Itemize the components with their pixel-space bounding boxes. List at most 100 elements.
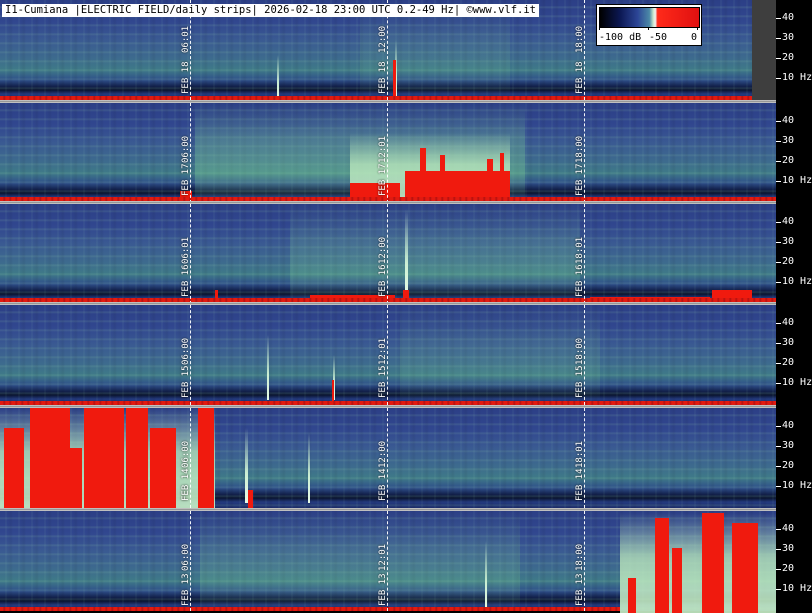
strip-feb15: FEB 15 06:00 FEB 15 12:01 FEB 15 18:00 4… xyxy=(0,305,812,405)
marker-time-label: 06:01 xyxy=(181,25,191,53)
frequency-axis: 40 30 20 10 Hz xyxy=(776,305,812,405)
axis-label: 40 xyxy=(782,216,795,227)
marker-time-label: 12:01 xyxy=(378,135,388,163)
spike xyxy=(308,433,310,503)
strip-feb16: FEB 16 06:01 FEB 16 12:00 FEB 16 18:01 4… xyxy=(0,204,812,304)
activity-burst-red xyxy=(150,428,176,508)
marker-date-label: FEB 15 xyxy=(575,365,585,398)
activity-burst-red xyxy=(126,408,148,508)
axis-label: 10 Hz xyxy=(782,583,812,594)
time-marker-06 xyxy=(190,511,191,611)
marker-date-label: FEB 18 xyxy=(575,61,585,94)
legend-max-label: 0 xyxy=(691,32,698,43)
marker-time-label: 18:00 xyxy=(575,135,585,163)
strip-separator xyxy=(0,100,776,103)
activity-burst-red xyxy=(84,408,124,508)
activity-burst-red xyxy=(440,155,445,203)
axis-label: 10 Hz xyxy=(782,377,812,388)
activity-burst-red xyxy=(70,448,82,508)
activity-burst-red xyxy=(420,148,426,203)
marker-date-label: FEB 16 xyxy=(181,264,191,297)
axis-label: 20 xyxy=(782,460,795,471)
marker-time-label: 06:01 xyxy=(181,236,191,264)
marker-date-label: FEB 17 xyxy=(378,163,388,196)
time-marker-12 xyxy=(387,0,388,100)
color-scale-bar xyxy=(599,7,700,28)
activity-burst-red xyxy=(702,513,724,613)
time-marker-18 xyxy=(584,0,585,100)
time-texture xyxy=(0,305,776,405)
marker-date-label: FEB 14 xyxy=(181,468,191,501)
activity-burst-red xyxy=(30,408,70,508)
marker-time-label: 12:00 xyxy=(378,440,388,468)
axis-label: 20 xyxy=(782,256,795,267)
time-marker-12 xyxy=(387,408,388,508)
strip-feb17: FEB 17 06:00 FEB 17 12:01 FEB 17 18:00 4… xyxy=(0,103,812,203)
activity-glow xyxy=(290,204,580,304)
marker-date-label: FEB 15 xyxy=(378,365,388,398)
marker-date-label: FEB 17 xyxy=(181,163,191,196)
time-marker-06 xyxy=(190,408,191,508)
low-frequency-band xyxy=(0,607,620,611)
marker-time-label: 06:00 xyxy=(181,135,191,163)
axis-label: 10 Hz xyxy=(782,480,812,491)
spectrogram-feb16 xyxy=(0,204,776,304)
spike xyxy=(485,541,487,611)
time-marker-12 xyxy=(387,305,388,405)
activity-burst-red xyxy=(672,548,682,613)
spike xyxy=(267,335,269,400)
marker-time-label: 18:01 xyxy=(575,440,585,468)
axis-label: 40 xyxy=(782,523,795,534)
low-frequency-band xyxy=(0,401,776,405)
marker-time-label: 12:01 xyxy=(378,543,388,571)
axis-label: 40 xyxy=(782,115,795,126)
marker-time-label: 18:00 xyxy=(575,337,585,365)
axis-label: 30 xyxy=(782,543,795,554)
frequency-bands xyxy=(0,204,776,304)
future-gap xyxy=(752,0,776,100)
red-spike xyxy=(393,60,396,100)
spike xyxy=(405,209,408,299)
spike xyxy=(333,355,335,400)
axis-label: 30 xyxy=(782,236,795,247)
frequency-axis: 40 30 20 10 Hz xyxy=(776,204,812,304)
spike xyxy=(395,40,397,100)
strip-feb14: FEB 14 06:00 FEB 14 12:00 FEB 14 18:01 4… xyxy=(0,408,812,508)
activity-burst-red xyxy=(215,290,218,304)
marker-date-label: FEB 17 xyxy=(575,163,585,196)
frequency-axis: 40 30 20 10 Hz xyxy=(776,0,812,100)
marker-date-label: FEB 15 xyxy=(181,365,191,398)
marker-date-label: FEB 14 xyxy=(575,468,585,501)
marker-date-label: FEB 13 xyxy=(181,573,191,606)
activity-burst-red xyxy=(403,290,409,304)
activity-burst-red xyxy=(655,518,669,613)
marker-time-label: 18:01 xyxy=(575,236,585,264)
marker-time-label: 06:00 xyxy=(181,337,191,365)
marker-time-label: 12:00 xyxy=(378,25,388,53)
marker-time-label: 06:00 xyxy=(181,543,191,571)
marker-time-label: 12:00 xyxy=(378,236,388,264)
activity-burst-red xyxy=(332,380,334,405)
marker-date-label: FEB 14 xyxy=(378,468,388,501)
activity-burst-red xyxy=(487,159,493,203)
marker-time-label: 18:00 xyxy=(575,25,585,53)
marker-date-label: FEB 16 xyxy=(575,264,585,297)
axis-label: 20 xyxy=(782,155,795,166)
axis-label: 30 xyxy=(782,440,795,451)
activity-glow xyxy=(200,511,520,611)
axis-label: 10 Hz xyxy=(782,72,812,83)
activity-burst-red xyxy=(628,578,636,613)
activity-burst-red xyxy=(4,428,24,508)
low-frequency-band xyxy=(0,197,776,201)
marker-time-label: 12:01 xyxy=(378,337,388,365)
axis-label: 30 xyxy=(782,32,795,43)
strip-separator xyxy=(0,201,776,204)
marker-time-label: 18:00 xyxy=(575,543,585,571)
axis-label: 40 xyxy=(782,317,795,328)
axis-label: 40 xyxy=(782,420,795,431)
time-marker-12 xyxy=(387,204,388,304)
strip-feb13: FEB 13 06:00 FEB 13 12:01 FEB 13 18:00 4… xyxy=(0,511,812,613)
marker-date-label: FEB 16 xyxy=(378,264,388,297)
frequency-bands xyxy=(0,305,776,405)
